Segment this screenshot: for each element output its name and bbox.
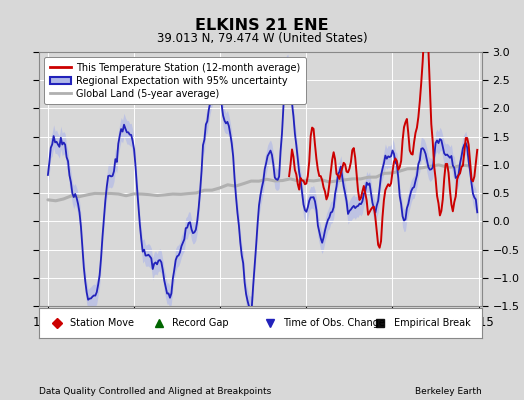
- Text: Station Move: Station Move: [70, 318, 134, 328]
- Text: Record Gap: Record Gap: [172, 318, 229, 328]
- Text: ELKINS 21 ENE: ELKINS 21 ENE: [195, 18, 329, 33]
- Text: Time of Obs. Change: Time of Obs. Change: [283, 318, 385, 328]
- Text: Data Quality Controlled and Aligned at Breakpoints: Data Quality Controlled and Aligned at B…: [39, 387, 271, 396]
- Text: Berkeley Earth: Berkeley Earth: [416, 387, 482, 396]
- Text: 39.013 N, 79.474 W (United States): 39.013 N, 79.474 W (United States): [157, 32, 367, 45]
- Legend: This Temperature Station (12-month average), Regional Expectation with 95% uncer: This Temperature Station (12-month avera…: [44, 57, 307, 104]
- Text: Empirical Break: Empirical Break: [394, 318, 470, 328]
